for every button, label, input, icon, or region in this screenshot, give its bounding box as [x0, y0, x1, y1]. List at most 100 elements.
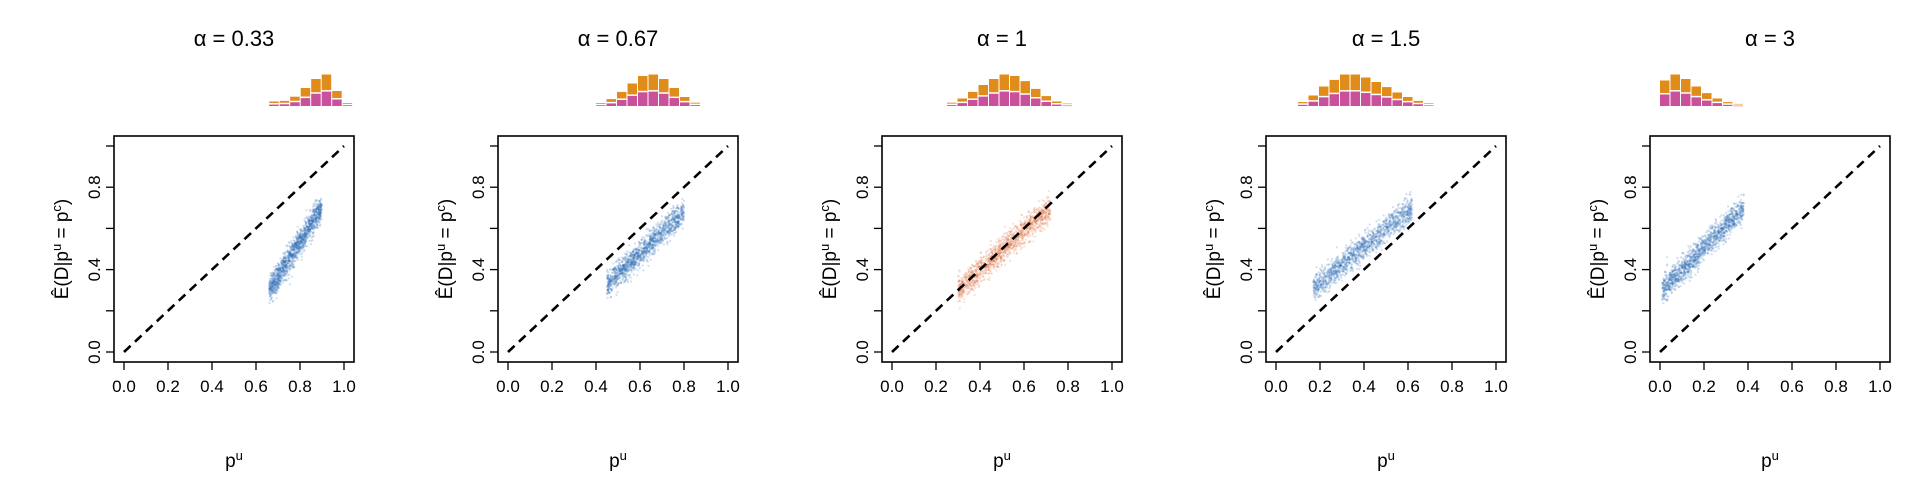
scatter-point — [275, 269, 278, 272]
scatter-point — [277, 271, 280, 274]
scatter-point — [291, 275, 294, 278]
reference-line — [891, 145, 1113, 353]
scatter-point — [609, 277, 612, 280]
scatter-point — [960, 277, 963, 280]
panel-4: α = 1.50.0 0.2 0.4 0.6 0.8 1.00.00.40.8puÊ(D|… — [1201, 26, 1508, 472]
scatter-point — [1330, 260, 1333, 263]
scatter-point — [319, 223, 322, 226]
scatter-point — [1003, 242, 1006, 245]
scatter-point — [319, 211, 322, 214]
scatter-point — [677, 223, 680, 226]
scatter-point — [290, 247, 293, 250]
x-tick-label: 0.6 — [1012, 377, 1036, 396]
scatter-point — [268, 290, 271, 293]
scatter-point — [293, 253, 297, 256]
scatter-point — [284, 259, 287, 262]
scatter-point — [627, 244, 631, 247]
scatter-point — [296, 236, 299, 239]
scatter-point — [614, 274, 617, 277]
scatter-point — [301, 235, 305, 238]
scatter-point — [648, 238, 651, 241]
scatter-point — [316, 206, 320, 209]
scatter-point — [301, 234, 304, 237]
scatter-point — [301, 251, 304, 254]
scatter-point — [1043, 202, 1047, 205]
scatter-point — [606, 288, 609, 291]
y-axis-label-superscript: u — [49, 244, 64, 251]
scatter-point — [614, 281, 617, 285]
scatter-point — [306, 225, 309, 228]
scatter-point — [301, 238, 305, 241]
scatter-point — [1006, 233, 1009, 236]
scatter-point — [314, 218, 318, 221]
scatter-point — [315, 208, 318, 211]
scatter-point — [284, 263, 287, 266]
scatter-point — [313, 213, 316, 217]
scatter-point — [318, 209, 321, 212]
scatter-point — [303, 220, 307, 223]
scatter-point — [277, 266, 280, 269]
scatter-point — [274, 267, 278, 270]
scatter-point — [677, 206, 680, 209]
scatter-point — [278, 275, 281, 278]
scatter-point — [268, 285, 271, 288]
scatter-point — [660, 236, 663, 239]
hist-bar-upper — [1413, 100, 1423, 103]
scatter-point — [979, 251, 983, 254]
hist-bar-lower — [1361, 93, 1371, 106]
scatter-point — [296, 240, 299, 243]
scatter-point — [1031, 227, 1034, 230]
scatter-point — [635, 248, 638, 251]
scatter-point — [315, 221, 318, 224]
scatter-point — [300, 255, 303, 258]
scatter-point — [643, 257, 646, 260]
scatter-point — [970, 287, 974, 290]
scatter-point — [317, 218, 320, 221]
scatter-point — [310, 225, 313, 228]
scatter-point — [1014, 249, 1018, 252]
scatter-point — [305, 209, 308, 212]
scatter-point — [317, 216, 320, 220]
scatter-point — [302, 238, 305, 241]
scatter-point — [980, 256, 983, 259]
scatter-point — [680, 209, 683, 212]
scatter-point — [299, 247, 302, 250]
scatter-point — [284, 251, 287, 254]
scatter-point — [286, 259, 289, 262]
scatter-point — [290, 254, 293, 257]
hist-bar-upper — [627, 83, 637, 95]
scatter-point — [311, 219, 314, 222]
scatter-point — [281, 263, 285, 266]
scatter-point — [1014, 242, 1017, 245]
scatter-point — [319, 209, 322, 212]
hist-bar-lower — [648, 91, 658, 106]
scatter-point — [670, 207, 673, 210]
scatter-point — [1043, 215, 1046, 218]
scatter-point — [651, 236, 655, 239]
scatter-point — [297, 249, 300, 252]
scatter-point — [1034, 228, 1037, 231]
scatter-point — [610, 271, 613, 275]
hist-bar-lower — [968, 99, 978, 106]
scatter-point — [299, 236, 302, 240]
scatter-point — [300, 233, 303, 236]
panels: α = 0.330.0 0.2 0.4 0.6 0.8 1.00.00.40.8puÊ(D… — [49, 26, 1892, 472]
scatter-point — [971, 271, 974, 274]
scatter-point — [300, 234, 303, 237]
scatter-point — [295, 243, 298, 246]
scatter-point — [304, 239, 307, 242]
scatter-point — [994, 248, 997, 252]
scatter-point — [315, 210, 318, 213]
scatter-point — [299, 233, 302, 236]
scatter-point — [298, 249, 301, 252]
scatter-point — [1002, 253, 1005, 256]
scatter-point — [653, 250, 656, 253]
scatter-point — [652, 239, 655, 242]
scatter-point — [1027, 232, 1030, 235]
scatter-point — [621, 267, 624, 270]
scatter-point — [635, 260, 638, 264]
scatter-point — [1319, 268, 1322, 272]
hist-bar-lower — [1052, 104, 1062, 106]
scatter-point — [667, 222, 670, 225]
scatter-point — [307, 232, 310, 235]
